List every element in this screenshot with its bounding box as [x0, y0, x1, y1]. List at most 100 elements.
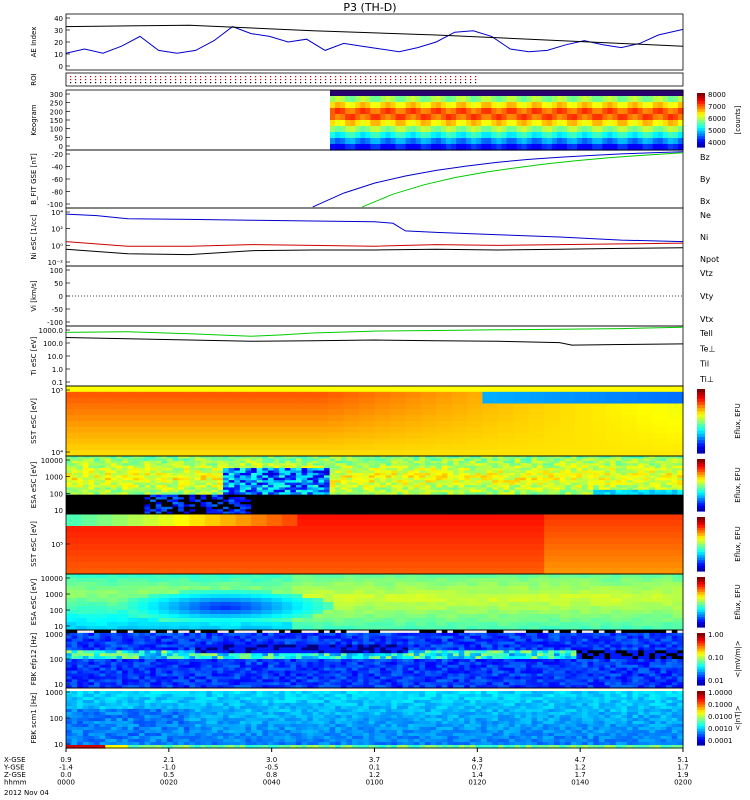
esa_e-cell — [290, 487, 297, 491]
esa_e-cell — [195, 463, 202, 467]
esa_e-cell — [329, 492, 336, 496]
esa_e-cell — [279, 477, 286, 481]
esa_e-cell — [469, 460, 477, 464]
sst_e-cell — [482, 450, 499, 457]
sst_e-cell — [405, 444, 422, 451]
sst_i-cell — [297, 514, 314, 521]
esa_e-cell — [368, 487, 376, 491]
keogram-cell — [592, 108, 598, 115]
esa_i-cell — [446, 602, 458, 607]
esa_e-cell — [587, 456, 594, 460]
roi-mark — [260, 82, 262, 84]
esa_e-cell — [368, 509, 376, 513]
esa_e-cell — [211, 485, 219, 489]
keogram-cell — [330, 108, 336, 115]
keogram-cell — [632, 96, 639, 103]
esa_i-cell — [66, 602, 77, 607]
esa_e-cell — [374, 489, 381, 493]
esa_e-cell — [570, 497, 578, 501]
esa_e-cell — [593, 511, 600, 515]
esa_e-cell — [312, 472, 320, 476]
esa_e-cell — [419, 485, 426, 489]
esa_e-cell — [380, 509, 387, 513]
sst_e-cell — [297, 409, 314, 416]
esa_e-cell — [88, 465, 95, 469]
keogram-cell — [466, 90, 472, 97]
esa_e-cell — [593, 485, 600, 489]
esa_e-cell — [357, 475, 364, 479]
esa_e-cell — [82, 460, 90, 464]
esa_e-cell — [582, 477, 589, 481]
esa_e-cell — [195, 509, 202, 513]
esa_i-cell — [230, 626, 242, 631]
sst_e-cell — [112, 403, 129, 410]
esa_i-cell — [353, 622, 365, 627]
keogram-cell — [642, 144, 649, 151]
esa_e-cell — [138, 458, 146, 462]
esa_e-cell — [183, 487, 190, 491]
keogram-cell — [582, 90, 588, 97]
esa_e-cell — [441, 506, 449, 510]
esa_e-cell — [284, 506, 291, 510]
sst_i-cell — [66, 532, 83, 539]
sst_e-cell — [251, 403, 268, 410]
esa_e-cell — [329, 463, 336, 467]
esa_e-cell — [279, 501, 286, 505]
sst_i-cell — [621, 568, 638, 575]
esa_e-cell — [666, 480, 673, 484]
keogram-cell — [526, 138, 533, 145]
esa_i-cell — [374, 578, 386, 583]
esa_e-cell — [598, 506, 606, 510]
sst_e-cell — [266, 415, 283, 422]
esa_e-cell — [363, 501, 370, 505]
esa_e-cell — [424, 501, 432, 505]
roi-mark — [455, 79, 457, 81]
keogram-cell — [420, 90, 427, 97]
keogram-cell — [612, 120, 619, 127]
esa_e-cell — [570, 468, 578, 472]
esa_e-cell — [553, 499, 561, 503]
esa_e-cell — [391, 497, 398, 501]
keogram-cell — [602, 90, 608, 97]
keogram-cell — [561, 114, 568, 121]
esa_e-cell — [71, 468, 78, 472]
keogram-cell — [582, 120, 588, 127]
esa_e-cell — [430, 509, 437, 513]
sst_e-cell — [281, 426, 298, 434]
keogram-cell — [567, 132, 573, 139]
esa_e-cell — [509, 463, 516, 467]
sst_e-cell — [112, 386, 129, 393]
esa_e-cell — [520, 492, 527, 496]
esa_e-cell — [71, 477, 78, 481]
keogram-cell — [592, 120, 598, 127]
keogram-cell — [430, 120, 437, 127]
sst_i-cell — [112, 538, 129, 545]
sst_e-cell — [575, 415, 592, 422]
sst_i-cell — [297, 520, 314, 527]
esa_e-cell — [621, 501, 628, 505]
esa_i-cell — [66, 610, 77, 615]
esa_e-cell — [492, 509, 499, 513]
esa_e-cell — [615, 506, 622, 510]
esa_e-cell — [380, 494, 387, 498]
esa_e-cell — [643, 458, 650, 462]
roi-mark — [400, 79, 402, 81]
sst_e-cell — [251, 409, 268, 416]
roi-mark — [290, 79, 292, 81]
esa_e-cell — [346, 482, 353, 486]
sst_i-cell — [359, 514, 376, 521]
esa_i-cell — [425, 582, 437, 587]
esa_e-cell — [447, 475, 454, 479]
esa_e-cell — [110, 468, 118, 472]
esa_e-cell — [402, 487, 409, 491]
keogram-cell — [360, 138, 366, 145]
esa_i-cell — [323, 626, 334, 631]
roi-mark — [285, 82, 287, 84]
esa_i-cell — [436, 578, 448, 583]
esa_e-cell — [295, 458, 303, 462]
esa_i-cell — [158, 602, 170, 607]
esa_e-cell — [626, 465, 634, 469]
keogram-cell — [456, 90, 462, 97]
esa_e-cell — [481, 475, 488, 479]
sst_i-cell — [528, 532, 545, 539]
